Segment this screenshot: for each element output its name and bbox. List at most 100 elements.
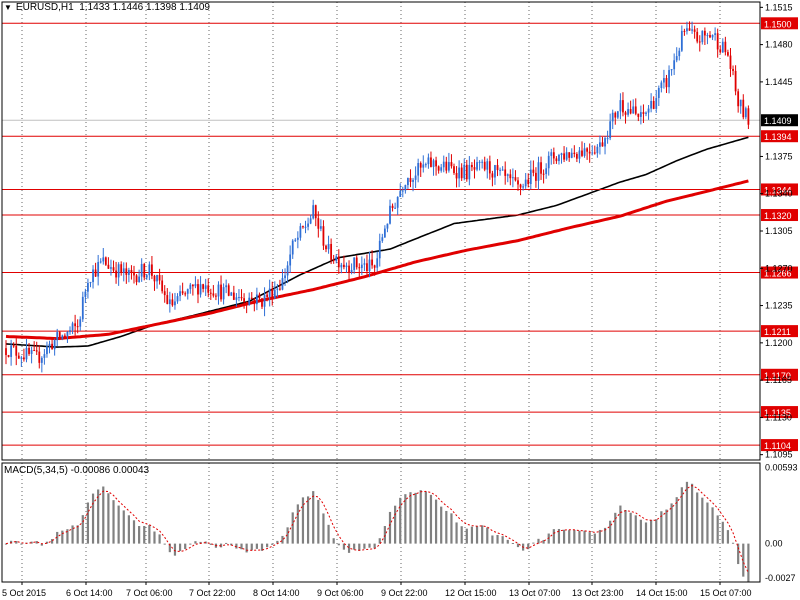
macd-panel: [4, 481, 750, 582]
macd-bar: [127, 515, 130, 544]
candle-body: [250, 297, 253, 299]
candle-body: [609, 121, 612, 139]
candle-body: [261, 298, 263, 307]
macd-bar: [368, 543, 371, 548]
candle-body: [15, 345, 18, 356]
macd-bar: [388, 511, 392, 544]
candle-body: [151, 264, 153, 276]
candle-body: [468, 164, 471, 180]
y-tick-label: 1.1375: [765, 151, 793, 161]
candle-body: [135, 275, 138, 283]
candle-body: [110, 267, 112, 269]
macd-bar: [271, 543, 274, 545]
grid-lines: [21, 2, 721, 582]
macd-bar: [291, 512, 294, 544]
macd-bar: [363, 543, 366, 549]
candle-body: [153, 275, 156, 282]
macd-bar: [660, 511, 663, 544]
candle-body: [391, 205, 394, 209]
candle-body: [524, 179, 527, 187]
candle-body: [312, 205, 315, 219]
macd-bar: [138, 526, 141, 544]
candle-body: [522, 186, 525, 188]
candle-body: [703, 30, 706, 36]
level-tag-label: 1.1135: [764, 408, 791, 418]
y-tick-label: 1.1235: [765, 301, 793, 311]
macd-bar: [383, 526, 386, 544]
macd-panel-frame: [1, 462, 761, 583]
y-tick-label: 1.1340: [765, 189, 793, 199]
candle-body: [422, 164, 425, 168]
candle-body: [614, 112, 617, 118]
candle-body: [255, 294, 258, 305]
macd-bar: [481, 525, 484, 544]
candle-body: [335, 256, 338, 261]
macd-bar: [353, 543, 356, 550]
macd-tick-label: 0.00593: [765, 463, 798, 473]
candle-body: [709, 35, 711, 38]
x-tick-label: 5 Oct 2015: [2, 588, 46, 598]
current-price-tag: [761, 114, 798, 127]
candle-body: [383, 228, 386, 238]
y-tick-label: 1.1480: [765, 40, 793, 50]
macd-bar: [450, 513, 453, 544]
candle-body: [232, 292, 235, 300]
candle-body: [440, 167, 443, 171]
candle-body: [509, 174, 512, 179]
candle-body: [670, 69, 673, 71]
macd-bar: [373, 543, 376, 549]
macd-bar: [644, 522, 648, 544]
level-tag-label: 1.1320: [764, 211, 792, 221]
macd-bar: [527, 543, 530, 550]
candle-body: [419, 163, 422, 168]
macd-bar: [665, 509, 668, 544]
candle-body: [317, 218, 320, 229]
macd-bar: [414, 492, 417, 544]
level-tag: [761, 183, 798, 196]
candle-body: [322, 226, 325, 246]
candle-body: [330, 243, 333, 260]
macd-bar: [465, 528, 468, 544]
dropdown-triangle-icon[interactable]: ▼: [4, 3, 12, 12]
macd-bar: [235, 543, 238, 549]
x-tick-label: 7 Oct 06:00: [126, 588, 173, 598]
candle-body: [701, 30, 704, 43]
candle-body: [478, 161, 481, 163]
candle-body: [325, 245, 327, 250]
candle-body: [23, 357, 25, 360]
macd-bar: [240, 543, 243, 550]
candle-body: [494, 165, 496, 178]
candle-body: [488, 161, 491, 174]
candle-body: [558, 154, 560, 162]
candle-body: [215, 295, 217, 297]
candle-body: [104, 257, 107, 265]
candle-body: [40, 357, 43, 363]
macd-bar: [358, 543, 361, 551]
candle-body: [294, 239, 297, 241]
candle-body: [171, 299, 174, 306]
candle-body: [5, 348, 7, 356]
macd-bar: [440, 506, 443, 544]
macd-bar: [35, 541, 38, 544]
candle-body: [97, 262, 100, 277]
candle-body: [481, 161, 484, 163]
candle-body: [506, 174, 509, 176]
candle-body: [89, 282, 92, 284]
candle-body: [235, 297, 238, 300]
candle-body: [606, 138, 609, 140]
macd-bar: [614, 512, 617, 544]
candle-body: [555, 158, 558, 162]
candle-body: [394, 207, 397, 209]
candle-body: [414, 175, 417, 180]
level-tag-label: 1.1170: [764, 371, 791, 381]
macd-bar: [496, 534, 499, 544]
candle-body: [199, 284, 202, 295]
candle-body: [747, 108, 750, 125]
candle-body: [501, 169, 504, 171]
candle-body: [140, 264, 143, 277]
candle-body: [637, 113, 640, 117]
candle-body: [84, 291, 87, 297]
level-tag-label: 1.1344: [764, 185, 792, 195]
candle-body: [243, 298, 245, 302]
